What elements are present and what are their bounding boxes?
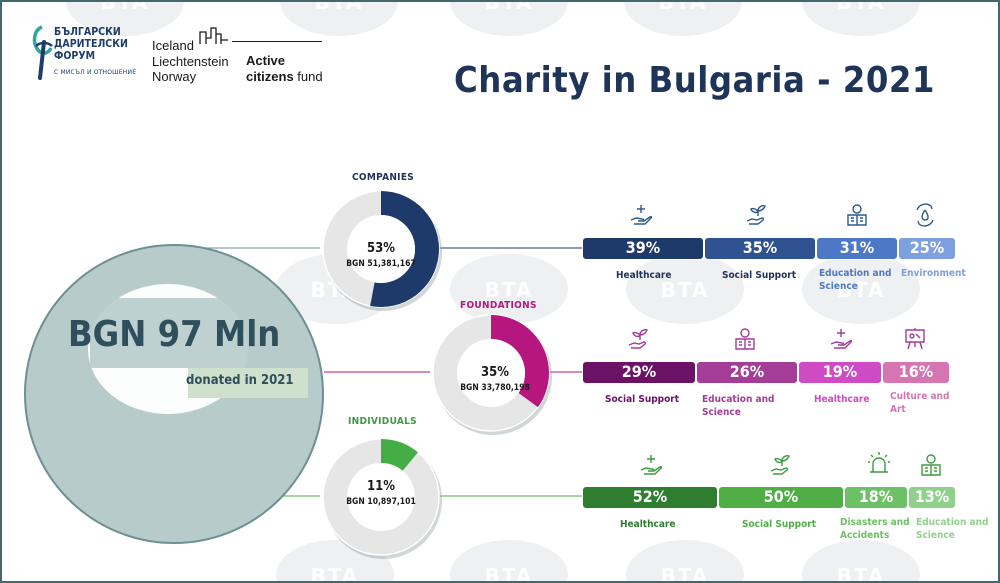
share-label-foundations: 35%: [481, 365, 509, 380]
forum-name: БЪЛГАРСКИ ДАРИТЕЛСКИ ФОРУМ: [54, 26, 128, 62]
page-title: Charity in Bulgaria - 2021: [454, 60, 935, 101]
recycle-drop-icon: [916, 203, 934, 227]
category-label-individuals-social-support: Social Support: [742, 519, 817, 530]
alarm-light-icon: [868, 452, 890, 473]
donut-slice-individuals: [381, 439, 418, 471]
bar-individuals-social-support: 50%: [718, 486, 844, 509]
share-label-individuals: 11%: [367, 479, 395, 494]
amount-label-foundations: BGN 33,780,198: [460, 383, 530, 393]
amount-label-companies: BGN 51,381,167: [346, 259, 416, 269]
bar-companies-healthcare: 39%: [582, 237, 704, 260]
forum-logo-icon: [32, 25, 53, 80]
bar-companies-environment: 25%: [898, 237, 956, 260]
fund-name: Active citizens fund: [246, 53, 323, 84]
category-label-individuals-education: Education and Science: [916, 517, 989, 541]
category-label-companies-healthcare: Healthcare: [616, 270, 672, 281]
forum-tagline: С МИСЪЛ И ОТНОШЕНИЕ: [54, 69, 137, 76]
share-label-companies: 53%: [367, 241, 395, 256]
category-label-foundations-healthcare: Healthcare: [814, 394, 870, 405]
bar-individuals-education: 13%: [908, 486, 956, 509]
donut-hole-companies: [347, 215, 415, 283]
bar-foundations-social-support: 29%: [582, 361, 696, 384]
watermark: BTA: [802, 254, 920, 324]
category-label-foundations-education: Education and Science: [702, 394, 775, 418]
group-heading-foundations: FOUNDATIONS: [460, 300, 537, 311]
bar-foundations-culture: 16%: [882, 361, 950, 384]
total-circle: [24, 244, 324, 544]
total-sublabel: donated in 2021: [186, 373, 294, 388]
donut-slice-companies: [370, 191, 440, 308]
category-label-foundations-culture: Culture and Art: [890, 391, 950, 415]
hand-plus-icon: [630, 205, 653, 225]
category-label-companies-environment: Environment: [901, 268, 966, 279]
donut-slice-foundations: [491, 315, 549, 408]
bar-individuals-disasters: 18%: [844, 486, 908, 509]
watermark: BTA: [626, 254, 744, 324]
hand-sprout-icon: [770, 455, 790, 475]
category-label-individuals-healthcare: Healthcare: [620, 519, 676, 530]
bar-individuals-healthcare: 52%: [582, 486, 718, 509]
book-person-icon: [735, 328, 755, 350]
total-amount: BGN 97 Mln: [68, 314, 281, 355]
watermark: BTA: [450, 254, 568, 324]
bar-foundations-education: 26%: [696, 361, 798, 384]
logo-rule: [232, 41, 322, 42]
category-label-companies-education: Education and Science: [819, 268, 892, 292]
hand-sprout-icon: [628, 329, 648, 349]
group-heading-individuals: INDIVIDUALS: [348, 416, 417, 427]
bar-companies-social-support: 35%: [704, 237, 816, 260]
easel-icon: [905, 328, 925, 350]
donut-hole-foundations: [457, 339, 525, 407]
donor-countries: Iceland Liechtenstein Norway: [152, 38, 229, 84]
book-person-icon: [847, 204, 867, 226]
hand-plus-icon: [830, 329, 853, 349]
city-skyline-icon: [199, 27, 228, 44]
category-label-foundations-social-support: Social Support: [605, 394, 680, 405]
bar-foundations-healthcare: 19%: [798, 361, 882, 384]
forum-logo: БЪЛГАРСКИ ДАРИТЕЛСКИ ФОРУМ С МИСЪЛ И ОТН…: [30, 24, 140, 86]
donut-hole-individuals: [347, 463, 415, 531]
hand-plus-icon: [640, 455, 663, 475]
group-heading-companies: COMPANIES: [352, 172, 415, 183]
category-label-individuals-disasters: Disasters and Accidents: [840, 517, 910, 541]
bar-companies-education: 31%: [816, 237, 898, 260]
active-citizens-fund-logo: Iceland Liechtenstein Norway Active citi…: [152, 24, 327, 86]
amount-label-individuals: BGN 10,897,101: [346, 497, 416, 507]
book-person-icon: [921, 454, 941, 476]
total-sub-band: [188, 368, 308, 398]
hand-sprout-icon: [746, 205, 766, 225]
total-amount-band: [90, 298, 286, 368]
category-label-companies-social-support: Social Support: [722, 270, 797, 281]
